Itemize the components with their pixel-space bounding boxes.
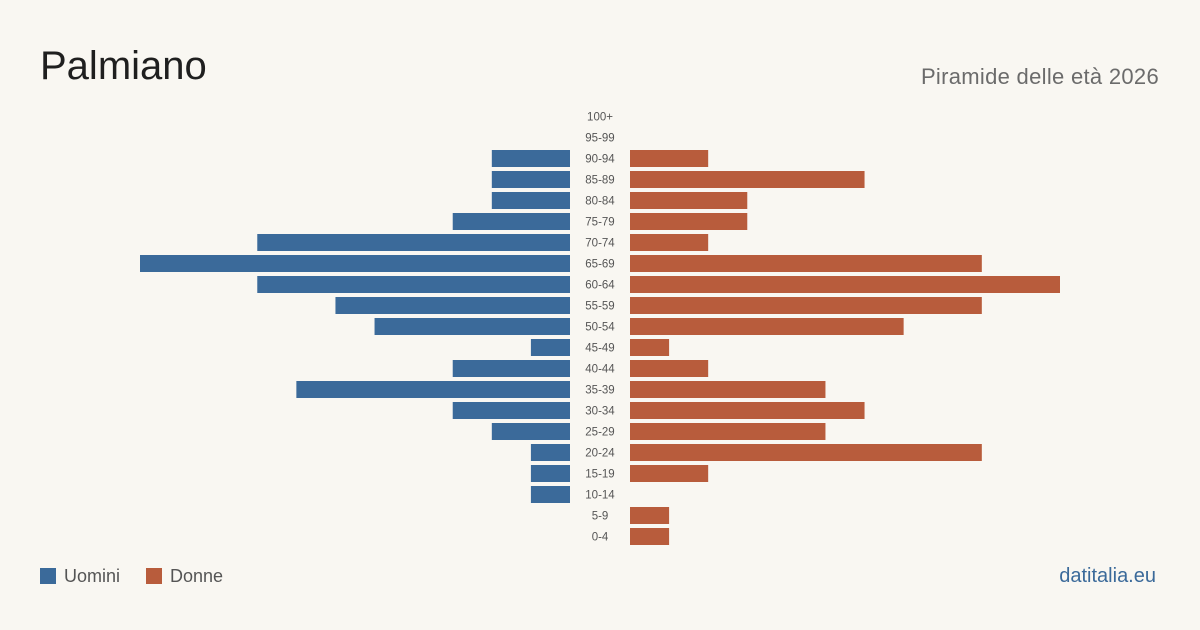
bar-female-45-49	[630, 339, 670, 356]
legend-male-label: Uomini	[64, 565, 121, 586]
age-label-70-74: 70-74	[585, 238, 615, 250]
age-label-95-99: 95-99	[585, 133, 614, 145]
bar-female-15-19	[630, 465, 709, 482]
bar-female-35-39	[630, 381, 826, 398]
bar-female-50-54	[630, 318, 904, 335]
age-label-5-9: 5-9	[592, 511, 609, 523]
bar-male-45-49	[530, 339, 570, 356]
age-label-20-24: 20-24	[585, 448, 615, 460]
bar-female-65-69	[630, 255, 982, 272]
age-label-85-89: 85-89	[585, 175, 614, 187]
age-label-10-14: 10-14	[585, 490, 615, 502]
age-label-100plus: 100+	[587, 112, 613, 124]
age-label-25-29: 25-29	[585, 427, 614, 439]
age-label-35-39: 35-39	[585, 385, 614, 397]
bar-female-0-4	[630, 528, 670, 545]
age-label-80-84: 80-84	[585, 196, 615, 208]
bar-female-90-94	[630, 150, 709, 167]
legend-item-female: Donne	[146, 566, 223, 587]
bar-male-90-94	[491, 150, 570, 167]
bar-male-65-69	[140, 255, 570, 272]
male-swatch	[40, 568, 56, 584]
bar-female-30-34	[630, 402, 865, 419]
bar-female-70-74	[630, 234, 709, 251]
bar-male-55-59	[335, 297, 570, 314]
bar-female-80-84	[630, 192, 748, 209]
age-label-75-79: 75-79	[585, 217, 614, 229]
female-swatch	[146, 568, 163, 584]
bar-female-85-89	[630, 171, 865, 188]
bar-male-70-74	[257, 234, 570, 251]
bar-male-85-89	[491, 171, 570, 188]
bar-female-20-24	[630, 444, 982, 461]
age-label-15-19: 15-19	[585, 469, 614, 481]
age-label-40-44: 40-44	[585, 364, 615, 376]
chart-subtitle: Piramide delle età 2026	[920, 64, 1159, 89]
bar-male-75-79	[452, 213, 570, 230]
bar-male-80-84	[491, 192, 570, 209]
bar-female-60-64	[630, 276, 1060, 293]
bar-male-35-39	[296, 381, 570, 398]
age-label-90-94: 90-94	[585, 154, 615, 166]
age-label-30-34: 30-34	[585, 406, 615, 418]
age-label-0-4: 0-4	[592, 532, 609, 544]
bar-male-25-29	[491, 423, 570, 440]
bar-female-75-79	[630, 213, 748, 230]
bar-male-40-44	[452, 360, 570, 377]
age-label-55-59: 55-59	[585, 301, 614, 313]
age-label-60-64: 60-64	[585, 280, 615, 292]
bar-male-20-24	[530, 444, 570, 461]
age-label-45-49: 45-49	[585, 343, 614, 355]
bar-female-5-9	[630, 507, 670, 524]
age-label-50-54: 50-54	[585, 322, 615, 334]
chart-title: Palmiano	[40, 44, 207, 88]
bar-female-25-29	[630, 423, 826, 440]
bar-male-15-19	[530, 465, 570, 482]
legend: Uomini Donne	[40, 564, 249, 588]
bar-male-30-34	[452, 402, 570, 419]
bar-female-55-59	[630, 297, 982, 314]
age-label-65-69: 65-69	[585, 259, 614, 271]
bar-male-60-64	[257, 276, 570, 293]
bar-male-10-14	[530, 486, 570, 503]
bar-male-50-54	[374, 318, 570, 335]
legend-female-label: Donne	[170, 565, 224, 586]
source-link[interactable]: datitalia.eu	[1059, 565, 1156, 587]
legend-item-male: Uomini	[40, 566, 120, 587]
bar-female-40-44	[630, 360, 709, 377]
